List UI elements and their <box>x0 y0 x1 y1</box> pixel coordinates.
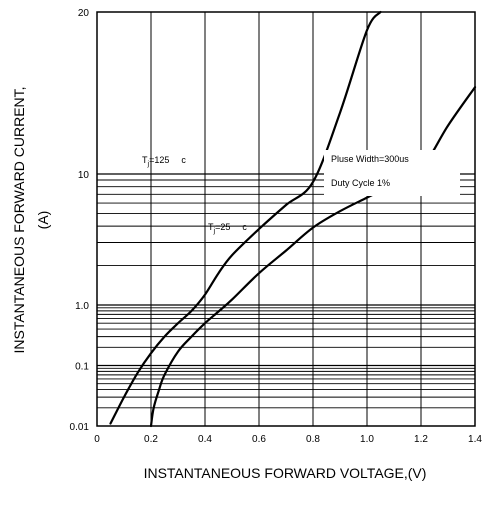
y-axis-title-line2: (A) <box>35 211 51 230</box>
x-tick-label: 1.0 <box>360 434 374 445</box>
x-tick-label: 0.2 <box>144 434 158 445</box>
y-tick-label: 1.0 <box>75 301 89 312</box>
series-line-0 <box>109 10 382 425</box>
series-label-tj125: Tj=125 c <box>142 155 186 168</box>
annotation-duty-cycle: Duty Cycle 1% <box>331 178 390 188</box>
x-tick-label: 0 <box>94 434 100 445</box>
series-layer <box>109 10 477 428</box>
x-tick-label: 0.6 <box>252 434 266 445</box>
series-label-tj25: Tj=25 c <box>208 222 247 235</box>
annotation-pulse-width: Pluse Width=300us <box>331 154 409 164</box>
y-axis-title-line1: INSTANTANEOUS FORWARD CURRENT, <box>11 86 27 353</box>
x-tick-label: 0.8 <box>306 434 320 445</box>
y-tick-label: 20 <box>78 8 90 19</box>
y-tick-label: 0.1 <box>75 362 89 373</box>
grid-lines <box>97 12 475 426</box>
y-tick-label: 0.01 <box>70 422 90 433</box>
plot-frame <box>96 11 476 427</box>
x-tick-label: 0.4 <box>198 434 212 445</box>
tick-labels: 0 0.2 0.4 0.6 0.8 1.0 1.2 1.4 0.01 0.1 1.0 10 20 <box>70 8 482 445</box>
x-tick-label: 1.4 <box>468 434 482 445</box>
x-tick-label: 1.2 <box>414 434 428 445</box>
x-axis-title: INSTANTANEOUS FORWARD VOLTAGE,(V) <box>144 465 427 481</box>
y-tick-label: 10 <box>78 170 90 181</box>
annotation-bg <box>324 150 460 196</box>
